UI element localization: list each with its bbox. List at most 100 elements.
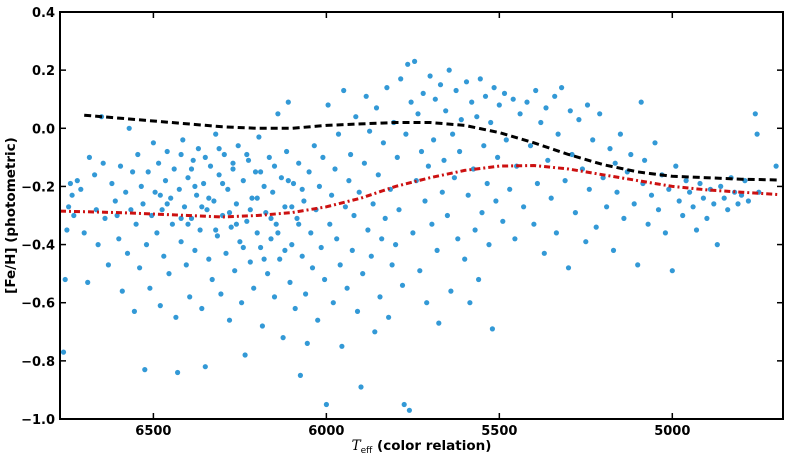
data-point [86,154,92,160]
data-point [621,215,627,221]
data-point [292,305,298,312]
data-point [221,151,227,158]
plot-frame [59,11,784,420]
data-point [500,218,506,224]
data-point [301,198,307,204]
data-point [128,207,134,213]
data-point [335,131,342,137]
data-point [446,67,452,73]
data-point [315,317,321,323]
data-point [534,180,541,187]
data-point [330,300,336,306]
data-point [209,276,215,283]
data-point [285,178,291,184]
data-point [124,250,131,256]
data-point [71,212,77,219]
data-point [538,119,544,126]
data-point [693,227,700,233]
y-tick-label: −0.8 [21,355,55,370]
data-point [137,265,143,271]
data-point [232,268,238,274]
data-point [270,189,276,195]
data-point [380,140,386,146]
data-point [64,227,70,233]
data-point [230,160,236,166]
data-point [425,163,431,169]
data-point [476,276,482,283]
data-point [154,230,160,236]
y-tick-label: −0.6 [21,297,55,312]
data-point [320,154,326,160]
data-point [406,407,412,413]
data-point [455,236,461,242]
data-point [318,244,324,251]
data-point [434,247,440,253]
data-point [361,160,367,166]
data-point [242,352,248,358]
data-point [249,195,255,201]
data-point [410,230,416,236]
data-point [337,262,343,268]
data-point [114,212,120,219]
data-point [354,308,361,314]
data-point [280,335,286,341]
y-tick-label: −1.0 [21,413,55,428]
data-point [576,117,582,123]
x-axis-label: Teff (color relation) [352,438,492,456]
data-point [213,227,219,233]
data-point [74,178,80,184]
data-point [109,180,115,187]
data-point [230,166,236,172]
data-point [150,140,156,146]
data-point [531,221,537,227]
data-point [67,180,73,187]
data-point [287,279,293,285]
data-point [173,314,179,320]
data-point [188,215,195,221]
data-point [156,160,162,166]
data-point [372,329,378,335]
data-point [268,215,274,221]
data-point [116,236,122,242]
data-point [382,215,388,221]
data-point [467,300,473,306]
data-point [181,204,188,210]
data-point [240,244,246,251]
data-point [60,349,67,355]
data-point [344,285,350,291]
data-point [145,169,151,175]
data-point [503,137,509,143]
data-point [183,262,189,268]
data-point [572,210,579,216]
data-point [112,198,118,204]
data-point [309,265,316,271]
data-point [216,172,222,178]
data-point [593,224,599,230]
data-point [370,201,376,207]
data-point [199,204,205,210]
data-point [408,99,414,105]
data-point [597,111,603,117]
data-point [375,172,381,178]
data-point [252,169,259,175]
data-point [604,204,610,210]
data-point [607,146,613,152]
data-point [69,192,75,198]
data-point [417,268,423,274]
data-point [431,137,437,143]
data-point [548,195,554,201]
data-point [441,157,447,163]
data-point [225,186,231,192]
y-axis-label: [Fe/H] (photometric) [3,137,19,294]
data-point [735,201,741,207]
data-point [457,148,463,155]
data-point [662,230,669,236]
black-dashed-curve [84,113,780,182]
data-point [157,303,163,309]
data-point [700,195,707,201]
data-point [299,253,305,259]
data-point [384,85,390,91]
data-point [545,157,551,163]
